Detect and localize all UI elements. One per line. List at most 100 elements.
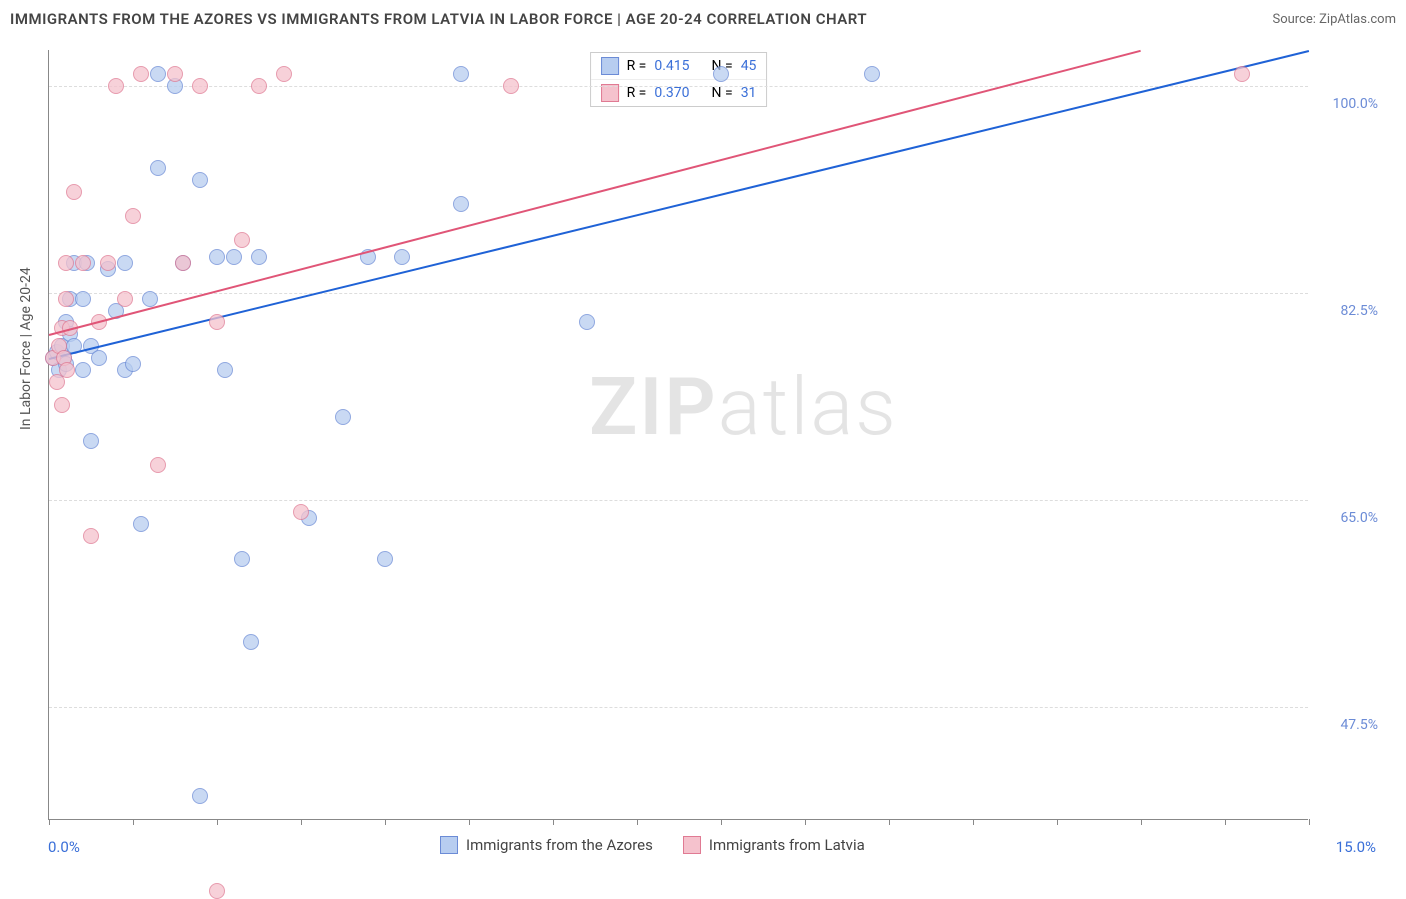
y-axis-title: In Labor Force | Age 20-24	[18, 267, 34, 430]
x-tick	[1225, 819, 1226, 825]
data-point	[66, 184, 82, 200]
data-point	[175, 255, 191, 271]
data-point	[75, 362, 91, 378]
data-point	[243, 634, 259, 650]
data-point	[117, 255, 133, 271]
x-tick	[721, 819, 722, 825]
data-point	[150, 66, 166, 82]
data-point	[75, 291, 91, 307]
legend-item-series-1: Immigrants from Latvia	[683, 836, 865, 854]
data-point	[713, 66, 729, 82]
data-point	[192, 78, 208, 94]
data-point	[125, 208, 141, 224]
data-point	[251, 249, 267, 265]
data-point	[209, 883, 225, 899]
data-point	[192, 172, 208, 188]
legend-r-prefix: R =	[627, 58, 647, 74]
data-point	[251, 78, 267, 94]
data-point	[293, 504, 309, 520]
data-point	[226, 249, 242, 265]
data-point	[335, 409, 351, 425]
data-point	[276, 66, 292, 82]
data-point	[54, 397, 70, 413]
source-label: Source: ZipAtlas.com	[1272, 12, 1396, 27]
x-tick	[1057, 819, 1058, 825]
data-point	[125, 356, 141, 372]
correlation-legend: R = 0.415 N = 45 R = 0.370 N = 31	[590, 52, 768, 107]
x-axis-min-label: 0.0%	[48, 838, 80, 856]
scatter-plot-area: ZIPatlas R = 0.415 N = 45 R = 0.370 N = …	[48, 50, 1308, 820]
watermark: ZIPatlas	[589, 360, 898, 454]
legend-n-value: 45	[741, 58, 757, 74]
data-point	[503, 78, 519, 94]
data-point	[75, 255, 91, 271]
data-point	[453, 66, 469, 82]
y-tick-label: 100.0%	[1318, 96, 1378, 112]
x-tick	[469, 819, 470, 825]
legend-row-series-1: R = 0.370 N = 31	[591, 80, 767, 106]
grid-line	[49, 293, 1308, 294]
data-point	[150, 457, 166, 473]
grid-line	[49, 500, 1308, 501]
data-point	[209, 314, 225, 330]
data-point	[453, 196, 469, 212]
chart-title: IMMIGRANTS FROM THE AZORES VS IMMIGRANTS…	[10, 10, 867, 28]
data-point	[192, 788, 208, 804]
swatch-icon	[683, 836, 701, 854]
swatch-icon	[440, 836, 458, 854]
x-tick	[301, 819, 302, 825]
data-point	[234, 232, 250, 248]
data-point	[209, 249, 225, 265]
x-tick	[889, 819, 890, 825]
grid-line	[49, 86, 1308, 87]
x-tick	[49, 819, 50, 825]
data-point	[117, 291, 133, 307]
series-legend: Immigrants from the Azores Immigrants fr…	[440, 836, 865, 854]
x-tick	[1141, 819, 1142, 825]
data-point	[142, 291, 158, 307]
x-tick	[637, 819, 638, 825]
data-point	[91, 350, 107, 366]
data-point	[217, 362, 233, 378]
data-point	[234, 551, 250, 567]
x-tick	[805, 819, 806, 825]
swatch-icon	[601, 84, 619, 102]
x-tick	[385, 819, 386, 825]
y-tick-label: 47.5%	[1318, 717, 1378, 733]
data-point	[167, 66, 183, 82]
legend-r-value: 0.415	[654, 58, 689, 74]
x-axis-max-label: 15.0%	[1336, 838, 1376, 856]
data-point	[377, 551, 393, 567]
y-tick-label: 82.5%	[1318, 303, 1378, 319]
data-point	[579, 314, 595, 330]
data-point	[59, 362, 75, 378]
legend-n-value: 31	[741, 85, 757, 101]
x-tick	[1309, 819, 1310, 825]
legend-row-series-0: R = 0.415 N = 45	[591, 53, 767, 80]
data-point	[58, 291, 74, 307]
legend-item-series-0: Immigrants from the Azores	[440, 836, 653, 854]
x-tick	[553, 819, 554, 825]
data-point	[150, 160, 166, 176]
x-tick	[973, 819, 974, 825]
legend-n-prefix: N =	[712, 85, 733, 101]
data-point	[58, 255, 74, 271]
data-point	[1234, 66, 1250, 82]
data-point	[83, 433, 99, 449]
x-tick	[133, 819, 134, 825]
grid-line	[49, 707, 1308, 708]
data-point	[394, 249, 410, 265]
swatch-icon	[601, 57, 619, 75]
y-tick-label: 65.0%	[1318, 510, 1378, 526]
x-tick	[217, 819, 218, 825]
legend-r-prefix: R =	[627, 85, 647, 101]
data-point	[864, 66, 880, 82]
data-point	[133, 66, 149, 82]
data-point	[108, 78, 124, 94]
legend-label: Immigrants from the Azores	[466, 836, 653, 854]
data-point	[133, 516, 149, 532]
legend-label: Immigrants from Latvia	[709, 836, 865, 854]
data-point	[83, 528, 99, 544]
data-point	[100, 255, 116, 271]
legend-r-value: 0.370	[654, 85, 689, 101]
